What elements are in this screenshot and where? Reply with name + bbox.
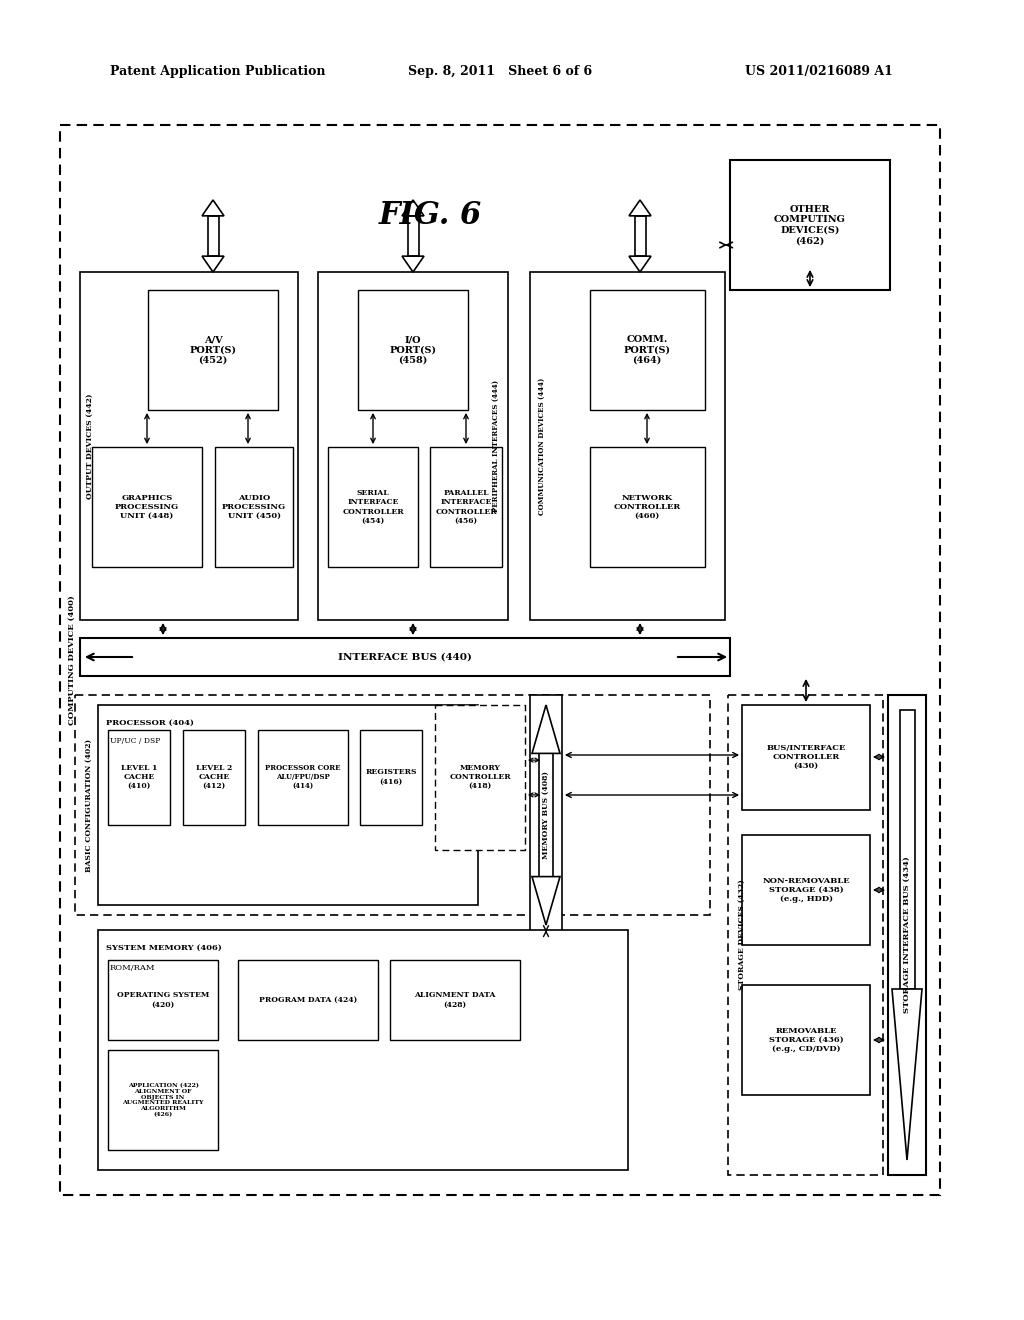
Bar [358, 290, 468, 411]
Polygon shape [402, 256, 424, 272]
Bar [148, 290, 278, 411]
Text: ALIGNMENT DATA
(428): ALIGNMENT DATA (428) [415, 991, 496, 1008]
Text: NON-REMOVABLE
STORAGE (438)
(e.g., HDD): NON-REMOVABLE STORAGE (438) (e.g., HDD) [762, 876, 850, 903]
Bar [390, 960, 520, 1040]
Bar [208, 216, 218, 256]
Text: UP/UC / DSP: UP/UC / DSP [110, 737, 161, 744]
Polygon shape [892, 989, 922, 1160]
Text: PROCESSOR (404): PROCESSOR (404) [106, 719, 194, 727]
Polygon shape [532, 876, 560, 925]
Bar [590, 447, 705, 568]
Bar [108, 1049, 218, 1150]
Polygon shape [532, 705, 560, 754]
Text: MEMORY
CONTROLLER
(418): MEMORY CONTROLLER (418) [450, 764, 511, 791]
Text: BUS/INTERFACE
CONTROLLER
(430): BUS/INTERFACE CONTROLLER (430) [766, 743, 846, 770]
Text: MEMORY BUS (408): MEMORY BUS (408) [542, 771, 550, 859]
Text: GRAPHICS
PROCESSING
UNIT (448): GRAPHICS PROCESSING UNIT (448) [115, 494, 179, 520]
Text: INTERFACE BUS (440): INTERFACE BUS (440) [338, 652, 472, 661]
Bar [899, 710, 914, 989]
Bar [80, 638, 730, 676]
Text: COMPUTING DEVICE (400): COMPUTING DEVICE (400) [68, 595, 76, 725]
Text: STORAGE DEVICES (432): STORAGE DEVICES (432) [738, 879, 746, 990]
Text: LEVEL 1
CACHE
(410): LEVEL 1 CACHE (410) [121, 764, 158, 791]
Text: SERIAL
INTERFACE
CONTROLLER
(454): SERIAL INTERFACE CONTROLLER (454) [342, 490, 403, 525]
Text: NETWORK
CONTROLLER
(460): NETWORK CONTROLLER (460) [613, 494, 681, 520]
Bar [238, 960, 378, 1040]
Bar [108, 730, 170, 825]
Text: Sep. 8, 2011   Sheet 6 of 6: Sep. 8, 2011 Sheet 6 of 6 [408, 66, 592, 78]
Bar [108, 960, 218, 1040]
Bar [98, 705, 478, 906]
Text: US 2011/0216089 A1: US 2011/0216089 A1 [745, 66, 893, 78]
Polygon shape [629, 256, 651, 272]
Text: BASIC CONFIGURATION (402): BASIC CONFIGURATION (402) [85, 738, 93, 871]
Text: A/V
PORT(S)
(452): A/V PORT(S) (452) [189, 335, 237, 364]
Polygon shape [402, 201, 424, 216]
Text: FIG. 6: FIG. 6 [379, 199, 481, 231]
Text: OUTPUT DEVICES (442): OUTPUT DEVICES (442) [86, 393, 94, 499]
Text: Patent Application Publication: Patent Application Publication [110, 66, 326, 78]
Polygon shape [202, 256, 224, 272]
Bar [98, 931, 628, 1170]
Bar [215, 447, 293, 568]
Bar [60, 125, 940, 1195]
Text: PROCESSOR CORE
ALU/FPU/DSP
(414): PROCESSOR CORE ALU/FPU/DSP (414) [265, 764, 341, 791]
Bar [635, 216, 645, 256]
Text: REMOVABLE
STORAGE (436)
(e.g., CD/DVD): REMOVABLE STORAGE (436) (e.g., CD/DVD) [769, 1027, 844, 1053]
Text: OPERATING SYSTEM
(420): OPERATING SYSTEM (420) [117, 991, 209, 1008]
Bar [430, 447, 502, 568]
Bar [328, 447, 418, 568]
Bar [742, 836, 870, 945]
Bar [183, 730, 245, 825]
Text: I/O
PORT(S)
(458): I/O PORT(S) (458) [389, 335, 436, 364]
Bar [742, 985, 870, 1096]
Bar [742, 705, 870, 810]
Bar [530, 696, 562, 935]
Text: PROGRAM DATA (424): PROGRAM DATA (424) [259, 997, 357, 1005]
Bar [539, 754, 553, 876]
Text: SYSTEM MEMORY (406): SYSTEM MEMORY (406) [106, 944, 222, 952]
Bar [888, 696, 926, 1175]
Bar [730, 160, 890, 290]
Bar [408, 216, 419, 256]
Bar [258, 730, 348, 825]
Bar [530, 272, 725, 620]
Text: COMMUNICATION DEVICES (444): COMMUNICATION DEVICES (444) [538, 378, 546, 515]
Bar [318, 272, 508, 620]
Text: PARALLEL
INTERFACE
CONTROLLER
(456): PARALLEL INTERFACE CONTROLLER (456) [435, 490, 497, 525]
Text: APPLICATION (422)
ALIGNMENT OF
OBJECTS IN
AUGMENTED REALITY
ALGORITHM
(426): APPLICATION (422) ALIGNMENT OF OBJECTS I… [122, 1082, 204, 1117]
Text: LEVEL 2
CACHE
(412): LEVEL 2 CACHE (412) [196, 764, 232, 791]
Bar [728, 696, 883, 1175]
Text: COMM.
PORT(S)
(464): COMM. PORT(S) (464) [624, 335, 671, 364]
Bar [92, 447, 202, 568]
Bar [590, 290, 705, 411]
Polygon shape [202, 201, 224, 216]
Text: REGISTERS
(416): REGISTERS (416) [366, 768, 417, 785]
Text: OTHER
COMPUTING
DEVICE(S)
(462): OTHER COMPUTING DEVICE(S) (462) [774, 205, 846, 246]
Text: STORAGE INTERFACE BUS (434): STORAGE INTERFACE BUS (434) [903, 857, 911, 1014]
Bar [360, 730, 422, 825]
Text: ROM/RAM: ROM/RAM [110, 964, 156, 972]
Bar [75, 696, 710, 915]
Bar [80, 272, 298, 620]
Text: AUDIO
PROCESSING
UNIT (450): AUDIO PROCESSING UNIT (450) [222, 494, 286, 520]
Polygon shape [629, 201, 651, 216]
Text: PERIPHERAL INTERFACES (444): PERIPHERAL INTERFACES (444) [492, 380, 500, 512]
Bar [435, 705, 525, 850]
